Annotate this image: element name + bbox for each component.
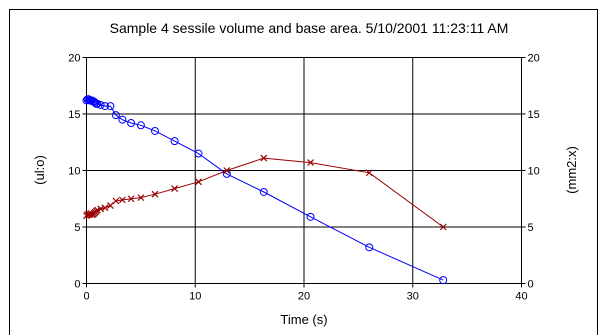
data-point-x [439,223,447,231]
x-tick-label: 0 [83,291,89,303]
series-layer [82,95,448,285]
data-point-circle [106,102,115,111]
data-point-circle [194,149,203,158]
data-point-circle [100,102,109,111]
y-axis-right-label: (mm2:x) [564,146,579,194]
data-point-x [365,169,373,177]
data-point-x [112,197,120,205]
data-point-circle [259,187,268,196]
data-point-x [107,202,114,209]
data-point-circle [136,121,145,130]
data-point-circle [170,137,179,146]
grid [86,57,522,284]
data-point-circle [151,126,160,135]
data-point-circle [96,100,105,109]
x-tick-label: 30 [407,291,419,303]
y-right-tick-label: 15 [528,109,540,121]
data-point-circle [111,111,120,120]
x-axis-label: Time (s) [280,312,327,327]
data-point-circle [118,115,127,124]
data-point-circle [93,99,102,108]
x-tick-label: 20 [298,291,310,303]
data-point-x [151,190,159,198]
data-point-x [260,154,268,162]
data-point-circle [306,212,315,221]
x-axis: 0 10 20 30 40 [83,283,528,303]
y-left-tick-label: 20 [68,53,80,65]
data-point-x [127,195,135,203]
y-left-tick-label: 10 [68,166,80,178]
data-point-x [101,204,109,212]
y-axis-left: 0 5 10 15 20 [68,53,87,291]
data-point-x [137,194,145,202]
data-point-x [307,159,314,167]
y-right-tick-label: 0 [528,279,534,291]
x-tick-label: 10 [189,291,201,303]
data-point-x [195,178,202,186]
series-volume [82,95,448,285]
y-left-tick-label: 15 [68,109,80,121]
chart-title: Sample 4 sessile volume and base area. 5… [110,20,509,36]
y-left-tick-label: 0 [74,279,80,291]
y-left-tick-label: 5 [74,222,80,234]
y-right-tick-label: 5 [528,222,534,234]
y-axis-left-label: (ul:o) [32,155,47,185]
chart-border [9,9,598,335]
y-right-tick-label: 10 [528,166,540,178]
y-right-tick-label: 20 [528,53,540,65]
series-base-area [83,154,447,231]
data-point-circle [439,276,448,285]
data-point-x [118,196,126,204]
data-point-circle [127,119,136,128]
data-point-circle [365,243,374,252]
data-point-x [171,185,179,193]
y-axis-right: 0 5 10 15 20 [521,53,540,291]
data-point-x [223,167,231,174]
x-tick-label: 40 [515,291,527,303]
